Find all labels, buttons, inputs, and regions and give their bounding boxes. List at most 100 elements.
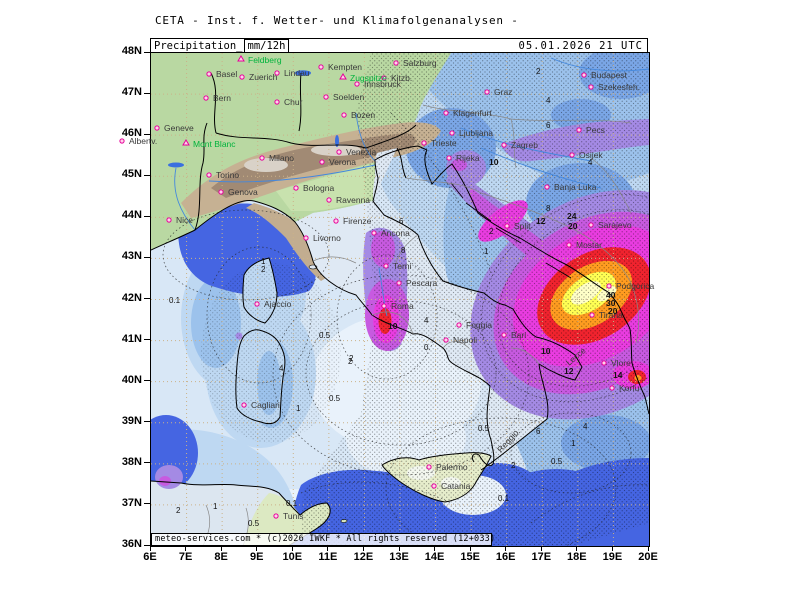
lat-tick-mark xyxy=(144,503,150,505)
city-label: Graz xyxy=(494,87,512,97)
contour-label: 12 xyxy=(536,216,546,226)
lat-tick-mark xyxy=(144,174,150,176)
lon-tick-label: 18E xyxy=(567,551,587,563)
contour-label: 1 xyxy=(213,502,218,511)
city-label: Soelden xyxy=(333,92,364,102)
city-label: Lindau xyxy=(284,68,310,78)
contour-label: 2 xyxy=(489,227,494,236)
lat-tick-mark xyxy=(144,51,150,53)
lon-tick-mark xyxy=(398,546,400,551)
city-marker xyxy=(431,483,437,489)
city-marker xyxy=(254,301,260,307)
city-marker xyxy=(318,64,324,70)
city-label: Szekesfeh. xyxy=(598,82,640,92)
contour-label: 2 xyxy=(348,357,353,366)
city-marker xyxy=(383,263,389,269)
contour-label: 8 xyxy=(401,246,406,255)
city-label: Salzburg xyxy=(403,58,437,68)
contour-label: 6 xyxy=(399,217,404,226)
city-marker xyxy=(239,74,245,80)
lon-tick-label: 7E xyxy=(178,551,193,563)
mountain-marker xyxy=(237,55,245,62)
city-marker xyxy=(609,385,615,391)
city-label: Geneve xyxy=(164,123,194,133)
city-marker xyxy=(589,312,595,318)
contour-label: 4 xyxy=(546,96,551,105)
lon-tick-label: 6E xyxy=(143,551,157,563)
city-label: Bologna xyxy=(303,183,334,193)
city-marker xyxy=(259,155,265,161)
contour-label: 1 xyxy=(571,439,576,448)
city-marker xyxy=(119,138,125,144)
lat-tick-label: 48N xyxy=(121,45,142,57)
contour-label: 0.5 xyxy=(329,394,341,403)
city-marker xyxy=(381,75,387,81)
city-marker xyxy=(501,142,507,148)
contour-label: 0.1 xyxy=(286,499,298,508)
city-label: Budapest xyxy=(591,70,628,80)
contour-label: 1 xyxy=(296,404,301,413)
lat-tick-mark xyxy=(144,298,150,299)
city-marker xyxy=(443,110,449,116)
contour-label: 2 xyxy=(349,354,354,363)
city-marker xyxy=(576,127,582,133)
city-marker xyxy=(203,95,209,101)
city-marker xyxy=(484,89,490,95)
city-label: Albertv. xyxy=(129,136,157,146)
city-marker xyxy=(588,84,594,90)
contour-label: 0.5 xyxy=(248,519,260,528)
lat-tick-mark xyxy=(144,462,150,464)
contour-label: 1 xyxy=(484,247,489,256)
city-marker xyxy=(588,222,594,228)
contour-label: 2 xyxy=(511,461,516,470)
contour-label: 6 xyxy=(536,427,541,436)
city-label: Terni xyxy=(393,261,412,271)
city-marker xyxy=(456,322,462,328)
city-marker xyxy=(569,152,575,158)
lat-tick-mark xyxy=(144,133,150,135)
city-label: Zuerich xyxy=(249,72,278,82)
city-label: Osijek xyxy=(579,150,603,160)
lon-tick-mark xyxy=(185,546,187,551)
contour-label: 14 xyxy=(613,370,623,380)
contour-label: 0 xyxy=(424,343,429,352)
contour-label: 10 xyxy=(541,346,551,356)
city-marker xyxy=(166,217,172,223)
contour-label: 0.1 xyxy=(169,296,181,305)
city-marker xyxy=(341,112,347,118)
city-labels-layer: Basel Zuerich Lindau Kempten Kitzb.Innsbruck… xyxy=(119,55,655,521)
city-label: Pecs xyxy=(586,125,605,135)
lat-tick-mark xyxy=(144,380,150,382)
lon-tick-label: 8E xyxy=(214,551,228,563)
city-marker xyxy=(273,513,279,519)
contour-label: 4 xyxy=(583,422,588,431)
city-marker xyxy=(303,235,309,241)
city-marker xyxy=(421,140,427,146)
city-label: Cagliari xyxy=(251,400,280,410)
lat-tick-mark xyxy=(144,215,150,217)
city-label: Venezia xyxy=(346,147,377,157)
city-label: Trieste xyxy=(431,138,457,148)
lon-tick-mark xyxy=(647,546,649,551)
city-label: Napoli xyxy=(453,335,477,345)
lat-tick-label: 37N xyxy=(121,496,142,509)
lon-tick-label: 10E xyxy=(282,551,303,563)
lat-tick-mark xyxy=(144,92,150,94)
city-label: Firenze xyxy=(343,216,372,226)
city-marker xyxy=(504,223,510,229)
city-marker xyxy=(206,71,212,77)
lon-tick-label: 20E xyxy=(638,551,658,563)
lat-tick-label: 39N xyxy=(121,414,142,427)
mountain-label: Feldberg xyxy=(248,55,282,65)
lon-tick-label: 17E xyxy=(531,551,552,563)
lon-tick-mark xyxy=(540,546,542,551)
lon-tick-mark xyxy=(256,546,258,551)
city-marker xyxy=(274,99,280,105)
city-label: Korfu xyxy=(619,383,640,393)
city-marker xyxy=(319,159,325,165)
lon-tick-mark xyxy=(434,546,436,551)
contour-label: 4 xyxy=(424,316,429,325)
city-marker xyxy=(566,242,572,248)
